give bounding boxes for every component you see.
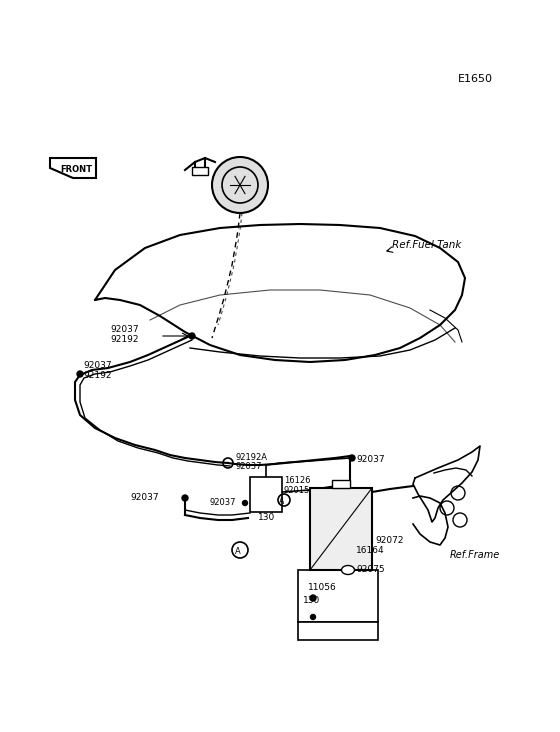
- Text: 92037: 92037: [210, 498, 236, 507]
- Bar: [250, 477, 282, 512]
- Circle shape: [310, 595, 316, 601]
- Circle shape: [213, 158, 267, 212]
- Circle shape: [182, 495, 188, 501]
- Text: 92037: 92037: [356, 455, 385, 464]
- Bar: [298, 570, 378, 622]
- Text: Ref.Fuel Tank: Ref.Fuel Tank: [392, 240, 461, 250]
- Circle shape: [349, 455, 355, 461]
- Text: 92037: 92037: [83, 361, 111, 370]
- Text: 92192A: 92192A: [235, 453, 267, 462]
- Text: 92072: 92072: [375, 536, 404, 545]
- Text: 92037: 92037: [110, 325, 139, 334]
- Bar: [192, 167, 208, 175]
- Circle shape: [242, 501, 248, 506]
- Text: A: A: [235, 547, 241, 556]
- Circle shape: [310, 614, 315, 619]
- Bar: [310, 488, 372, 570]
- Text: 92192: 92192: [110, 335, 138, 344]
- Text: 16126: 16126: [284, 476, 310, 485]
- Bar: [298, 622, 378, 640]
- Text: 16164: 16164: [356, 546, 385, 555]
- Text: 92075: 92075: [356, 565, 385, 574]
- Text: 92037: 92037: [130, 493, 158, 502]
- Text: E1650: E1650: [458, 74, 493, 84]
- Ellipse shape: [342, 566, 354, 575]
- Polygon shape: [50, 158, 96, 178]
- Bar: [332, 480, 350, 488]
- Text: FRONT: FRONT: [60, 165, 92, 173]
- Text: 92015: 92015: [284, 486, 310, 495]
- Text: Ref.Frame: Ref.Frame: [450, 550, 500, 560]
- Text: 11056: 11056: [308, 583, 337, 592]
- Circle shape: [189, 333, 195, 339]
- Text: 130: 130: [303, 596, 320, 605]
- Circle shape: [77, 371, 83, 377]
- Text: A: A: [279, 496, 284, 506]
- Text: 92192: 92192: [83, 371, 111, 380]
- Text: 92037: 92037: [235, 462, 262, 471]
- Text: 130: 130: [258, 513, 276, 522]
